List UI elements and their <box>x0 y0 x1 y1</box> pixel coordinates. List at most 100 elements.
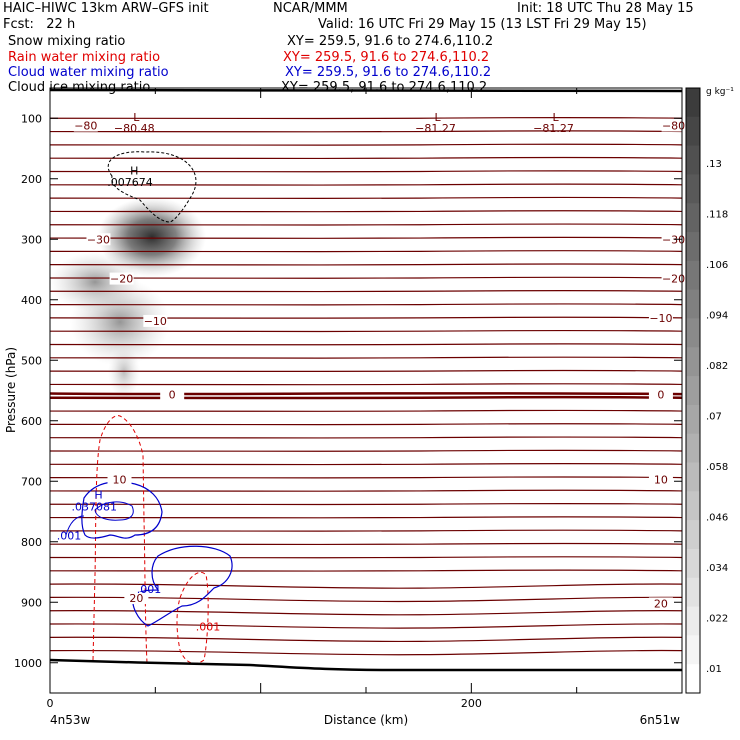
colorbar-swatch <box>686 548 700 579</box>
isotherm-line <box>50 383 682 386</box>
extremum-label: −81.27 <box>533 122 574 135</box>
isotherm-label-bg <box>143 314 168 327</box>
extremum-label: H <box>130 164 138 177</box>
isotherm-line <box>50 343 682 346</box>
snow-contour <box>107 151 197 223</box>
left-endpoint-label: 4n53w <box>50 713 91 727</box>
y-tick-label: 200 <box>21 173 42 186</box>
temperature-contours <box>50 116 682 656</box>
isotherm-label: 10 <box>113 473 127 486</box>
isotherm-line <box>50 183 682 186</box>
field-name-cloud-water: Cloud water mixing ratio <box>8 65 169 80</box>
isotherm-line <box>50 236 682 239</box>
cloud-water-contour-lower <box>132 545 233 627</box>
isotherm-label: 0 <box>169 389 176 402</box>
field-xy-snow: XY= 259.5, 91.6 to 274.6,110.2 <box>287 34 494 49</box>
isotherm-label: 20 <box>654 597 668 610</box>
valid-time: Valid: 16 UTC Fri 29 May 15 (13 LST Fri … <box>318 17 647 32</box>
colorbar-label: .01 <box>706 664 722 675</box>
colorbar-label: .022 <box>706 614 728 625</box>
colorbar-swatch <box>686 260 700 291</box>
isotherm-line <box>50 250 682 253</box>
y-tick-label: 800 <box>21 536 42 549</box>
field-name-snow: Snow mixing ratio <box>8 34 126 49</box>
isotherm-line <box>50 303 682 306</box>
isotherm-line <box>50 143 682 146</box>
isotherm-line <box>50 462 682 466</box>
isotherm-line <box>50 276 682 279</box>
y-tick-label: 100 <box>21 112 42 125</box>
forecast-hour: Fcst: 22 h <box>3 17 76 32</box>
isotherm-line <box>50 569 682 572</box>
isotherm-line <box>50 409 682 412</box>
extremum-label: L <box>133 111 140 124</box>
isotherm-line <box>50 316 682 319</box>
snow-shading <box>50 197 206 398</box>
field-xy-cloud-water: XY= 259.5, 91.6 to 274.6,110.2 <box>285 65 492 80</box>
y-tick-label: 500 <box>21 354 42 367</box>
isotherm-line <box>50 116 682 120</box>
colorbar-label: .13 <box>706 159 722 170</box>
colorbar-swatch <box>686 577 700 608</box>
isotherm-label: −30 <box>87 233 110 246</box>
isotherm-line <box>50 356 682 359</box>
isotherm-line <box>50 263 682 266</box>
y-tick-label: 700 <box>21 475 42 488</box>
extremum-label: .007674 <box>107 176 153 189</box>
colorbar-swatch <box>686 289 700 319</box>
colorbar-swatch <box>686 232 700 262</box>
cloud-water-contour <box>81 481 163 539</box>
isotherm-line <box>50 130 682 133</box>
isotherm-line <box>50 223 682 226</box>
isotherm-line <box>50 449 682 452</box>
isotherm-line <box>50 170 682 173</box>
isotherm-label: −20 <box>110 273 133 286</box>
colorbar-swatch <box>686 491 700 521</box>
colorbar-swatch <box>686 203 700 233</box>
colorbar-swatch <box>686 376 700 406</box>
isotherm-label-bg <box>661 233 686 246</box>
init-time: Init: 18 UTC Thu 28 May 15 <box>517 1 694 16</box>
colorbar-swatch <box>686 462 700 492</box>
isotherm-label-bg <box>648 388 673 401</box>
isotherm-line <box>50 289 682 293</box>
colorbar: .13 .118 .106 .094 .082 .07 .058 .046 .034 .022 .0… <box>685 87 728 694</box>
colorbar-label: .118 <box>706 210 728 221</box>
x-tick-label: 200 <box>461 697 482 710</box>
isotherm-line <box>50 649 682 656</box>
isotherm-line <box>50 636 682 643</box>
colorbar-swatch <box>686 404 700 435</box>
extremum-label: .001 <box>196 620 221 633</box>
isotherm-line <box>50 623 682 629</box>
isotherm-label: −30 <box>662 233 685 246</box>
surface-line <box>49 658 682 672</box>
isotherm-line <box>50 476 682 479</box>
isotherm-label: −20 <box>662 273 685 286</box>
colorbar-label: .058 <box>706 462 728 473</box>
extremum-label: L <box>435 111 442 124</box>
isotherm-label-bg <box>648 311 673 324</box>
colorbar-swatch <box>686 88 700 118</box>
colorbar-label: .094 <box>706 311 728 322</box>
org-label: NCAR/MMM <box>273 1 348 16</box>
isotherm-label: −80 <box>74 120 97 133</box>
y-tick-label: 1000 <box>14 657 42 670</box>
right-endpoint-label: 6n51w <box>640 713 681 727</box>
isotherm-line <box>50 156 682 160</box>
colorbar-swatch <box>686 116 700 147</box>
isotherm-label: 10 <box>654 473 668 486</box>
isotherm-label-bg <box>661 272 686 285</box>
colorbar-swatch <box>686 347 700 377</box>
isotherm-line <box>50 529 682 532</box>
isotherm-line <box>50 423 682 426</box>
isotherm-line <box>50 210 682 213</box>
colorbar-frame <box>685 87 701 694</box>
isotherm-zero-line <box>50 392 682 396</box>
isotherm-label-bg <box>109 272 134 285</box>
colorbar-label: .106 <box>706 260 728 271</box>
y-tick-label: 900 <box>21 596 42 609</box>
colorbar-unit: g kg⁻¹ <box>706 87 734 97</box>
y-axis-label: Pressure (hPa) <box>4 347 18 433</box>
